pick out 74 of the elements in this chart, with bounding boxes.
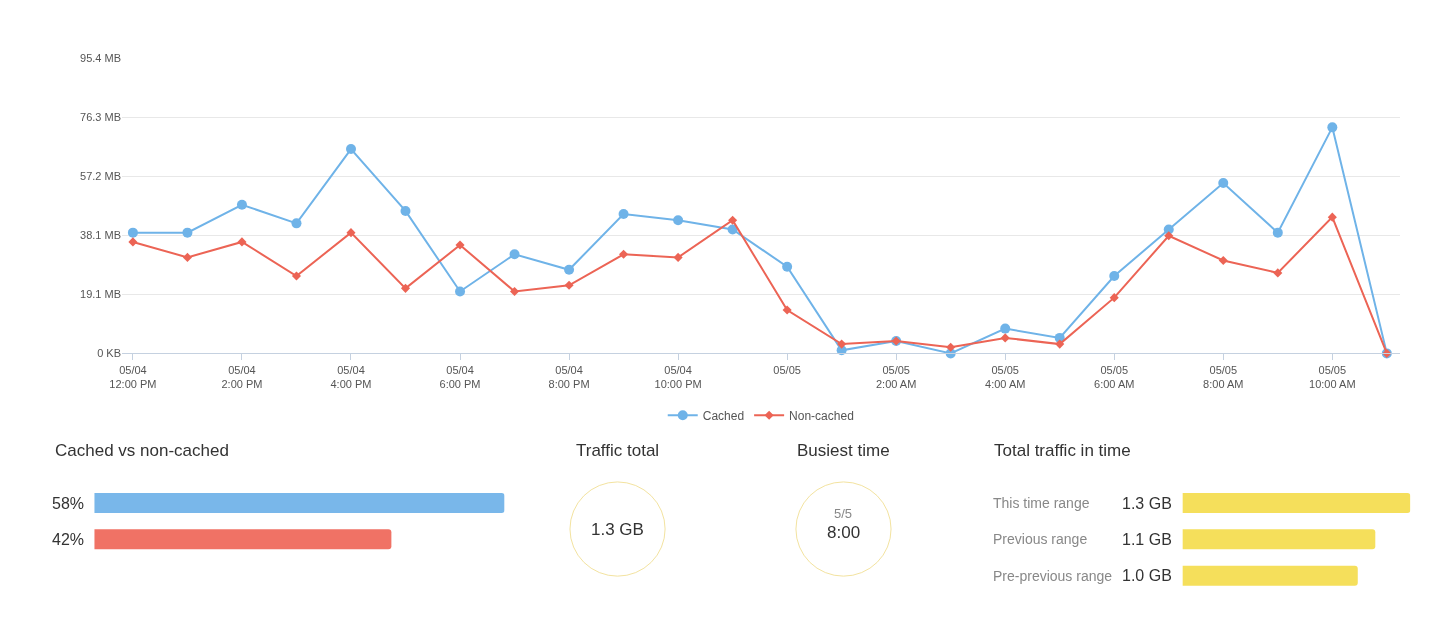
point — [782, 261, 793, 272]
x-tick-label: 05/05 2:00 AM — [875, 363, 917, 390]
point — [1000, 333, 1010, 343]
point — [946, 342, 956, 352]
point — [1109, 293, 1119, 303]
text: 5/5 — [834, 506, 853, 521]
point — [564, 280, 574, 290]
point — [127, 227, 138, 238]
point — [618, 209, 629, 220]
data-label: 1.1 GB — [1122, 531, 1172, 548]
point — [400, 283, 411, 293]
legend-label: Non-cached — [789, 408, 854, 423]
text: Traffic total — [576, 441, 660, 460]
y-tick-label: This time range — [993, 495, 1090, 511]
data-label: 42% — [52, 531, 85, 548]
y-tick-label: 38.1 MB — [80, 229, 122, 242]
point — [782, 305, 792, 315]
point — [455, 240, 465, 250]
point — [673, 215, 684, 226]
point — [1164, 231, 1174, 241]
data-label: 1.0 GB — [1122, 567, 1172, 584]
chart-title: Cached vs non-cached — [55, 441, 229, 460]
point — [236, 199, 247, 210]
chart-title: Total traffic in time — [994, 441, 1131, 460]
x-tick-label: 05/04 6:00 PM — [439, 363, 481, 390]
point — [1272, 227, 1283, 238]
text: 8:00 — [827, 523, 861, 542]
x-tick-label: 05/04 12:00 PM — [109, 363, 157, 390]
x-tick-label: 05/04 2:00 PM — [221, 363, 263, 390]
data-label: 58% — [52, 495, 85, 512]
point — [564, 264, 575, 275]
y-tick-label: 95.4 MB — [80, 51, 122, 64]
point — [182, 227, 193, 238]
x-tick-label: 05/05 8:00 AM — [1203, 363, 1244, 390]
point — [455, 286, 466, 297]
point — [291, 271, 302, 281]
point — [346, 228, 356, 238]
x-tick-label: 05/05 6:00 AM — [1094, 363, 1135, 390]
point — [345, 144, 356, 155]
point — [128, 237, 138, 247]
y-tick-label: 19.1 MB — [80, 288, 122, 301]
y-tick-label: 0 KB — [97, 347, 122, 360]
point — [291, 218, 302, 229]
point — [1327, 212, 1337, 222]
y-tick-label: Previous range — [993, 531, 1088, 547]
x-tick-label: 05/05 10:00 AM — [1309, 363, 1356, 390]
legend-label: Cached — [702, 408, 745, 423]
point — [673, 252, 683, 262]
point — [1000, 323, 1011, 334]
x-tick-label: 05/05 4:00 AM — [985, 363, 1026, 390]
text: Busiest time — [797, 441, 890, 460]
data-label: 1.3 GB — [1122, 495, 1172, 512]
x-tick-label: 05/04 10:00 PM — [654, 363, 702, 390]
x-tick-label: 05/04 4:00 PM — [330, 363, 372, 390]
point — [1273, 268, 1283, 278]
point — [1218, 178, 1229, 189]
text: 1.3 GB — [591, 520, 644, 539]
y-tick-label: Pre-previous range — [993, 568, 1113, 584]
point — [237, 237, 247, 247]
point — [1218, 255, 1228, 266]
point — [1109, 270, 1120, 281]
x-tick-label: 05/05 — [773, 363, 801, 376]
point — [182, 252, 192, 262]
point — [837, 339, 847, 349]
point — [1327, 122, 1338, 133]
y-tick-label: 57.2 MB — [80, 170, 122, 183]
point — [509, 286, 520, 297]
point — [728, 215, 738, 225]
y-tick-label: 76.3 MB — [80, 111, 122, 123]
point — [1055, 339, 1065, 349]
point — [400, 205, 411, 216]
point — [619, 249, 629, 259]
point — [509, 249, 520, 260]
x-tick-label: 05/04 8:00 PM — [548, 363, 590, 390]
